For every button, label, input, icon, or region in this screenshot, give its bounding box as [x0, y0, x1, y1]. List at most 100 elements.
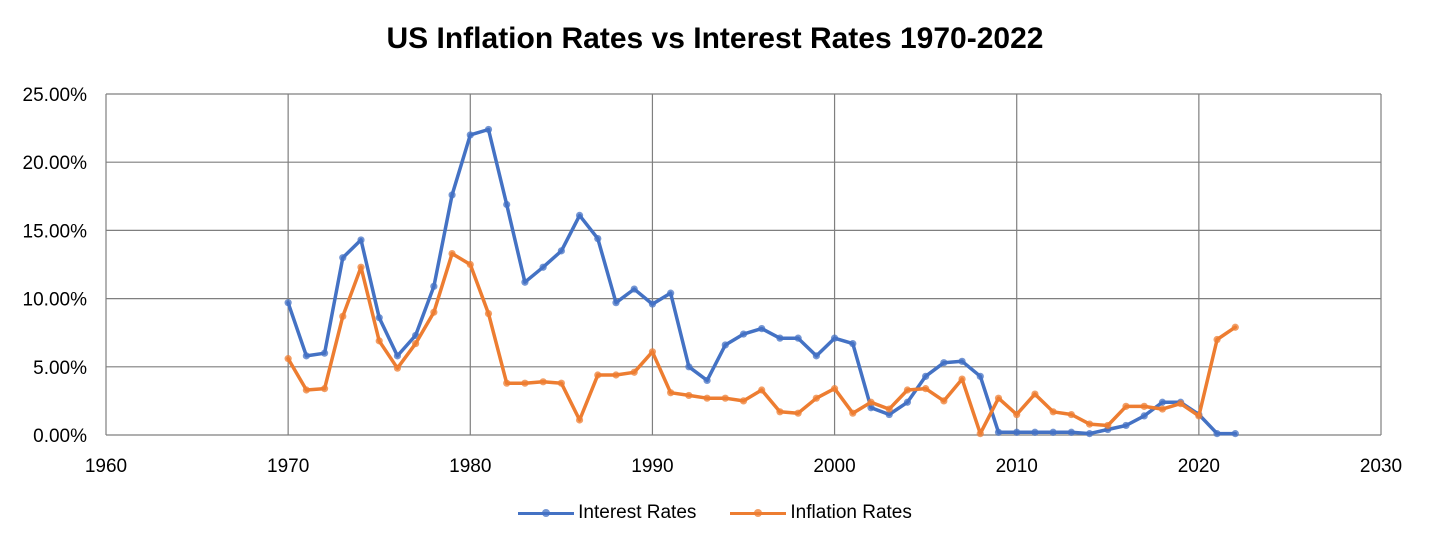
- data-point-inflation-rates: [466, 260, 474, 269]
- data-point-inflation-rates: [940, 397, 948, 405]
- data-point-inflation-rates: [302, 386, 310, 394]
- legend-swatch-inflation-rates: [730, 503, 787, 523]
- y-tick-label: 15.00%: [23, 221, 88, 242]
- x-tick-label: 1990: [631, 456, 673, 477]
- data-point-inflation-rates: [685, 391, 693, 400]
- x-tick-label: 1980: [449, 456, 491, 477]
- data-point-interest-rates: [849, 340, 857, 348]
- data-point-inflation-rates: [375, 337, 383, 345]
- data-point-interest-rates: [1122, 421, 1130, 430]
- data-point-inflation-rates: [612, 371, 620, 379]
- data-point-inflation-rates: [903, 386, 912, 394]
- data-point-inflation-rates: [503, 379, 511, 387]
- data-point-interest-rates: [922, 372, 930, 380]
- data-point-interest-rates: [867, 404, 875, 412]
- series-lines: [284, 125, 1239, 438]
- data-point-interest-rates: [284, 299, 292, 307]
- y-tick-label: 10.00%: [23, 290, 88, 311]
- data-point-inflation-rates: [284, 355, 292, 363]
- data-point-interest-rates: [1213, 430, 1221, 438]
- data-point-interest-rates: [994, 428, 1003, 436]
- data-point-inflation-rates: [776, 408, 784, 416]
- data-point-inflation-rates: [430, 308, 438, 316]
- data-point-interest-rates: [339, 254, 347, 262]
- data-point-interest-rates: [393, 352, 402, 360]
- data-point-inflation-rates: [1104, 421, 1112, 430]
- data-point-interest-rates: [776, 334, 784, 342]
- data-point-interest-rates: [612, 299, 620, 307]
- y-tick-label: 5.00%: [33, 358, 87, 379]
- data-point-inflation-rates: [958, 375, 966, 383]
- data-point-interest-rates: [648, 300, 657, 308]
- data-point-inflation-rates: [339, 312, 347, 320]
- axis-ticks: 1960 1970 1980 1990 2000 2010 2020 2030 0.00% 5.0…: [23, 85, 1403, 477]
- data-point-inflation-rates: [758, 386, 766, 394]
- chart-title: US Inflation Rates vs Interest Rates 197…: [386, 22, 1044, 55]
- x-tick-label: 2010: [996, 456, 1038, 477]
- data-point-inflation-rates: [648, 348, 657, 356]
- data-point-inflation-rates: [1231, 323, 1239, 331]
- data-point-inflation-rates: [539, 378, 547, 386]
- data-point-interest-rates: [758, 325, 766, 333]
- data-point-inflation-rates: [1013, 410, 1021, 419]
- legend-label-interest-rates: Interest Rates: [578, 502, 697, 523]
- data-point-inflation-rates: [885, 405, 893, 413]
- data-point-inflation-rates: [575, 416, 584, 424]
- data-point-inflation-rates: [393, 364, 402, 372]
- data-point-interest-rates: [812, 352, 820, 360]
- data-point-interest-rates: [903, 398, 912, 406]
- data-point-interest-rates: [320, 349, 329, 357]
- data-point-inflation-rates: [1195, 412, 1203, 420]
- data-point-inflation-rates: [357, 263, 365, 271]
- data-point-inflation-rates: [849, 409, 857, 417]
- gridlines: [105, 93, 1382, 436]
- data-point-interest-rates: [484, 125, 493, 134]
- data-point-inflation-rates: [922, 385, 930, 393]
- x-tick-label: 1960: [85, 456, 127, 477]
- data-point-inflation-rates: [1067, 410, 1075, 419]
- data-point-interest-rates: [357, 236, 365, 244]
- x-tick-label: 2020: [1178, 456, 1220, 477]
- data-point-inflation-rates: [739, 397, 748, 405]
- data-point-interest-rates: [1140, 412, 1148, 420]
- data-point-interest-rates: [503, 200, 511, 209]
- data-point-interest-rates: [703, 376, 711, 385]
- data-point-inflation-rates: [830, 385, 839, 393]
- data-point-interest-rates: [630, 285, 638, 293]
- data-point-inflation-rates: [557, 379, 565, 387]
- data-point-inflation-rates: [448, 249, 456, 258]
- y-tick-label: 25.00%: [23, 85, 88, 106]
- data-point-interest-rates: [448, 191, 456, 199]
- data-point-interest-rates: [1031, 428, 1039, 436]
- data-point-inflation-rates: [521, 379, 529, 387]
- legend-label-inflation-rates: Inflation Rates: [790, 502, 912, 523]
- y-tick-label: 20.00%: [23, 153, 88, 174]
- data-point-interest-rates: [1049, 428, 1057, 436]
- data-point-interest-rates: [685, 363, 693, 371]
- data-point-inflation-rates: [794, 409, 802, 417]
- data-point-inflation-rates: [1177, 400, 1185, 408]
- data-point-interest-rates: [976, 372, 984, 380]
- data-point-interest-rates: [302, 352, 310, 360]
- data-point-inflation-rates: [1049, 408, 1057, 416]
- data-point-inflation-rates: [667, 389, 675, 397]
- data-point-inflation-rates: [976, 430, 984, 438]
- legend-item-interest-rates: Interest Rates: [518, 502, 696, 524]
- data-point-interest-rates: [375, 314, 383, 322]
- data-point-interest-rates: [830, 334, 839, 342]
- data-point-interest-rates: [575, 211, 584, 219]
- data-point-interest-rates: [1231, 430, 1239, 438]
- data-point-interest-rates: [794, 334, 802, 342]
- legend-swatch-interest-rates: [518, 503, 575, 523]
- data-point-inflation-rates: [594, 371, 602, 379]
- data-point-inflation-rates: [812, 394, 820, 402]
- data-point-interest-rates: [958, 357, 966, 365]
- data-point-interest-rates: [521, 278, 529, 286]
- data-point-interest-rates: [885, 410, 893, 419]
- x-tick-label: 1970: [267, 456, 309, 477]
- data-point-inflation-rates: [1213, 335, 1221, 344]
- x-tick-label: 2030: [1360, 456, 1402, 477]
- series-line-inflation-rates: [286, 251, 1238, 436]
- x-tick-label: 2000: [813, 456, 855, 477]
- data-point-inflation-rates: [1122, 402, 1130, 410]
